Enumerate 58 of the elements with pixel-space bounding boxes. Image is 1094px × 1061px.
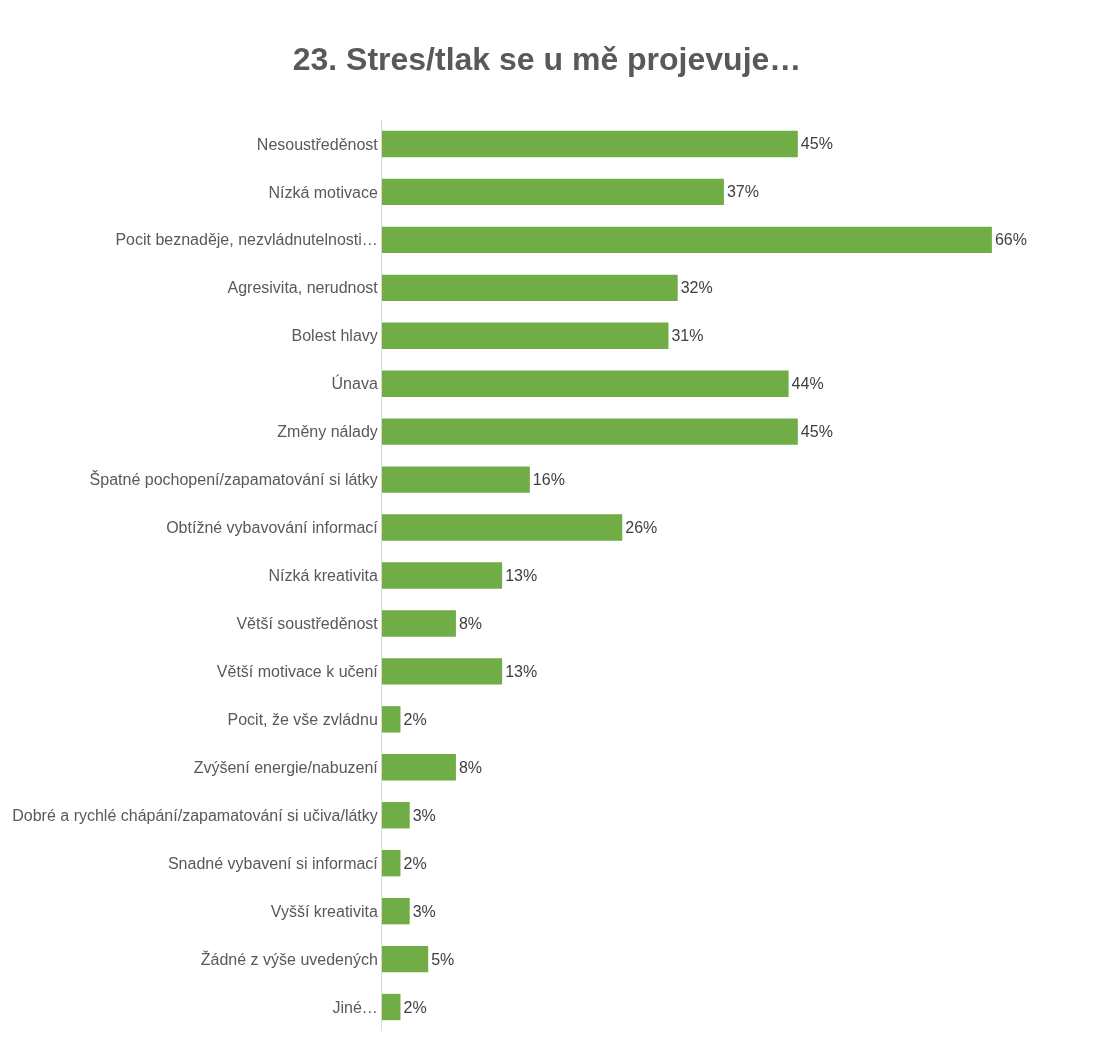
- data-label: 32%: [680, 279, 713, 297]
- y-tick-label: Žádné z výše uvedených: [200, 949, 378, 968]
- data-label: 2%: [403, 998, 427, 1016]
- y-tick-label: Snadné vybavení si informací: [167, 854, 379, 872]
- data-label: 45%: [800, 423, 833, 441]
- data-label: 45%: [800, 135, 833, 153]
- bar: [382, 706, 401, 733]
- data-label: 37%: [726, 183, 759, 201]
- data-label: 3%: [412, 806, 436, 824]
- y-tick-label: Pocit, že vše zvládnu: [227, 710, 378, 728]
- y-tick-label: Větší motivace k učení: [216, 662, 379, 680]
- y-tick-label: Zvýšení energie/nabuzení: [193, 758, 379, 776]
- bar: [382, 418, 798, 445]
- y-tick-label: Dobré a rychlé chápání/zapamatování si učiva/látky: [12, 806, 378, 824]
- bar: [382, 562, 503, 589]
- y-tick-label: Únava: [331, 374, 378, 393]
- y-tick-label: Bolest hlavy: [291, 327, 378, 345]
- bar: [382, 754, 456, 781]
- bar: [382, 658, 503, 685]
- y-tick-label: Změny nálady: [277, 423, 378, 441]
- data-label: 2%: [403, 710, 427, 728]
- data-label: 26%: [625, 519, 658, 537]
- bar: [382, 945, 429, 973]
- data-label: 66%: [994, 231, 1027, 249]
- bar: [382, 274, 678, 301]
- bar: [382, 610, 456, 637]
- bar: [382, 130, 798, 158]
- y-tick-label: Nesoustředěnost: [256, 135, 379, 153]
- data-label: 3%: [412, 902, 436, 920]
- data-label: 44%: [791, 375, 824, 393]
- bar: [382, 370, 789, 397]
- data-label: 2%: [403, 854, 427, 872]
- y-tick-label: Pocit beznaděje, nezvládnutelnosti…: [115, 231, 378, 249]
- data-label: 16%: [532, 471, 565, 489]
- data-label: 8%: [458, 614, 483, 632]
- bar: [382, 993, 401, 1021]
- bar: [382, 897, 410, 925]
- y-tick-label: Jiné…: [332, 998, 378, 1016]
- y-tick-label: Špatné pochopení/zapamatování si látky: [89, 470, 378, 489]
- data-label: 13%: [505, 567, 538, 584]
- bar: [382, 802, 410, 829]
- bar: [382, 322, 669, 349]
- data-label: 13%: [505, 662, 538, 680]
- data-label: 5%: [431, 950, 455, 968]
- y-tick-label: Větší soustředěnost: [236, 615, 379, 633]
- data-label: 8%: [458, 758, 483, 776]
- y-tick-label: Nízká motivace: [268, 183, 378, 201]
- y-tick-label: Obtížné vybavování informací: [166, 519, 379, 537]
- y-tick-label: Nízká kreativita: [268, 567, 378, 585]
- data-label: 31%: [671, 327, 704, 345]
- bar: [382, 850, 401, 877]
- bar: [382, 514, 623, 541]
- y-tick-label: Vyšší kreativita: [270, 902, 378, 920]
- chart-title: 23. Stres/tlak se u mě projevuje…: [292, 41, 802, 78]
- bar: [382, 226, 992, 254]
- bar: [382, 178, 724, 206]
- y-tick-label: Agresivita, nerudnost: [227, 279, 379, 297]
- bar: [382, 466, 530, 493]
